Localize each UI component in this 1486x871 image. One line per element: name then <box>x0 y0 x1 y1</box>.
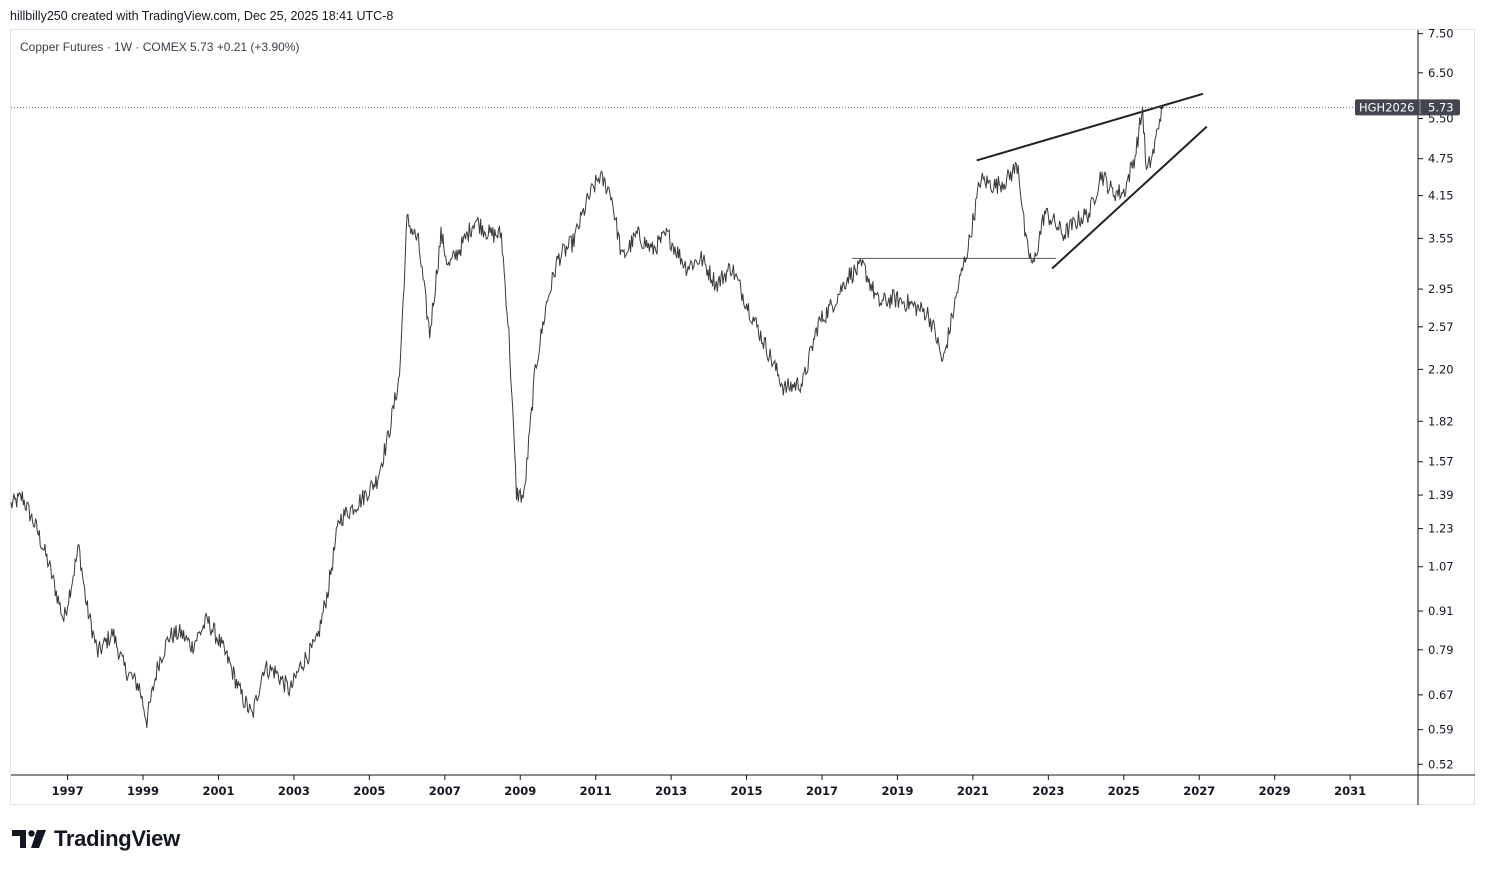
chart-frame <box>10 29 1475 805</box>
x-tick-label: 2027 <box>1183 784 1215 798</box>
price-badge-bg <box>1355 99 1460 116</box>
y-tick-label: 0.59 <box>1428 723 1454 737</box>
y-tick-label: 1.82 <box>1428 414 1454 428</box>
x-tick-label: 2029 <box>1259 784 1291 798</box>
x-tick-label: 2011 <box>580 784 612 798</box>
x-tick-label: 2019 <box>881 784 913 798</box>
x-tick-label: 2023 <box>1032 784 1064 798</box>
y-tick-label: 1.57 <box>1428 455 1454 469</box>
x-tick-label: 2001 <box>202 784 234 798</box>
x-tick-label: 2017 <box>806 784 838 798</box>
badges: HGH2026 5.73 <box>1355 99 1460 116</box>
y-tick-label: 0.52 <box>1428 757 1454 771</box>
x-tick-label: 1999 <box>127 784 159 798</box>
x-tick-label: 1997 <box>52 784 84 798</box>
x-tick-label: 2021 <box>957 784 989 798</box>
price-badge-symbol: HGH2026 <box>1359 100 1414 114</box>
y-tick-label: 1.39 <box>1428 488 1454 502</box>
tradingview-logo-icon <box>12 830 46 848</box>
series-layer <box>10 105 1164 728</box>
y-tick-label: 7.50 <box>1428 27 1454 41</box>
tradingview-logo-text: TradingView <box>54 826 180 851</box>
y-tick-label: 1.07 <box>1428 560 1454 574</box>
axes: 7.506.505.504.754.153.552.952.572.201.82… <box>11 27 1475 805</box>
x-tick-label: 2013 <box>655 784 687 798</box>
price-badge-value: 5.73 <box>1428 100 1454 114</box>
last-price-point <box>1159 105 1164 110</box>
x-tick-label: 2009 <box>504 784 536 798</box>
y-tick-label: 6.50 <box>1428 66 1454 80</box>
x-tick-label: 2025 <box>1108 784 1140 798</box>
y-tick-label: 2.57 <box>1428 320 1454 334</box>
y-tick-label: 4.75 <box>1428 152 1454 166</box>
y-tick-label: 2.20 <box>1428 362 1454 376</box>
y-tick-label: 0.91 <box>1428 604 1454 618</box>
x-tick-label: 2007 <box>429 784 461 798</box>
drawings <box>11 92 1418 270</box>
y-tick-label: 1.23 <box>1428 522 1454 536</box>
x-tick-label: 2015 <box>731 784 763 798</box>
y-tick-label: 2.95 <box>1428 282 1454 296</box>
price-series-line <box>10 106 1162 728</box>
trendline <box>976 92 1204 162</box>
y-tick-label: 3.55 <box>1428 231 1454 245</box>
x-tick-label: 2003 <box>278 784 310 798</box>
tradingview-logo: TradingView <box>12 826 180 852</box>
trendline <box>1051 125 1208 270</box>
x-tick-label: 2005 <box>353 784 385 798</box>
x-tick-label: 2031 <box>1334 784 1366 798</box>
y-tick-label: 0.79 <box>1428 643 1454 657</box>
chart-credit: hillbilly250 created with TradingView.co… <box>10 9 394 23</box>
y-tick-label: 0.67 <box>1428 688 1454 702</box>
symbol-legend: Copper Futures · 1W · COMEX 5.73 +0.21 (… <box>20 40 300 54</box>
y-tick-label: 4.15 <box>1428 189 1454 203</box>
